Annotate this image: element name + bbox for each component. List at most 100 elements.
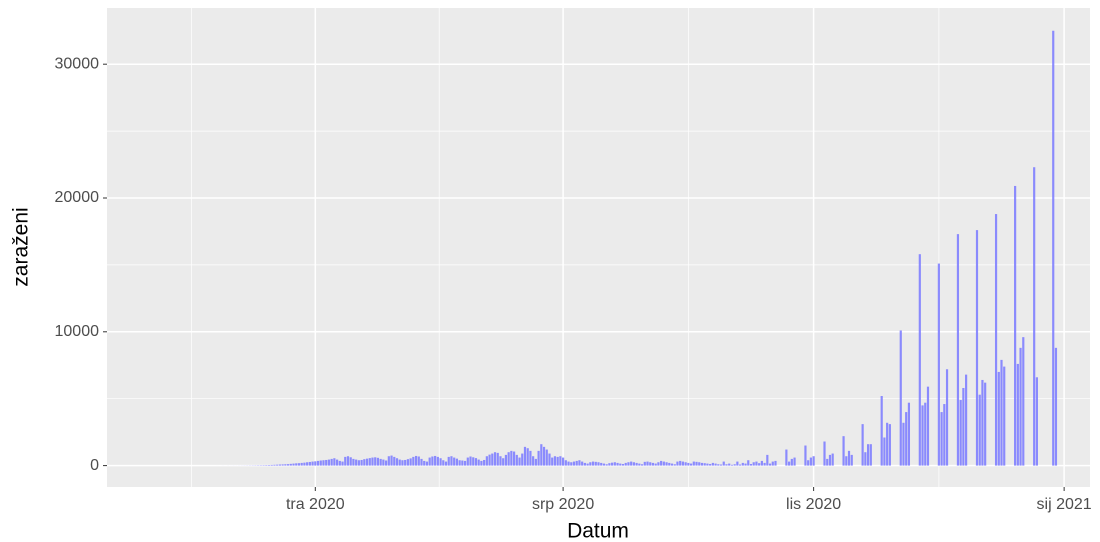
bar [611, 462, 614, 466]
bar [695, 461, 698, 466]
bar [1016, 363, 1019, 466]
bar [553, 456, 557, 466]
bar [722, 461, 725, 466]
bar [270, 464, 273, 466]
bar [809, 457, 812, 466]
bar [496, 452, 499, 466]
bar [1003, 366, 1006, 466]
bar [747, 460, 750, 466]
bar [847, 450, 851, 466]
bar [382, 459, 385, 466]
bar [749, 463, 753, 466]
bar [376, 457, 380, 466]
bar [355, 459, 358, 466]
bar [564, 460, 567, 466]
bar [404, 459, 407, 466]
bar [562, 457, 565, 466]
bar [286, 464, 290, 466]
bar [994, 214, 998, 466]
bars [216, 30, 1058, 466]
y-tick-label: 20000 [55, 189, 100, 206]
bar [540, 444, 543, 466]
bar [709, 463, 712, 466]
bar [469, 456, 472, 466]
bar [788, 461, 791, 466]
bar [575, 460, 578, 466]
bar [907, 402, 911, 466]
bar [962, 387, 965, 466]
bar [613, 462, 616, 466]
bar [886, 422, 889, 466]
bar [477, 459, 480, 466]
bar [374, 457, 377, 466]
bar [706, 463, 709, 466]
bar [1014, 185, 1017, 466]
bar [959, 400, 962, 466]
bar [1054, 347, 1058, 466]
bar [336, 459, 339, 466]
bar [344, 456, 347, 466]
bar [583, 462, 586, 466]
bar [981, 379, 984, 466]
bar [303, 462, 306, 466]
bar [316, 460, 320, 466]
bar [586, 463, 589, 466]
bar [273, 464, 276, 466]
bar [662, 461, 665, 466]
bar [975, 230, 979, 466]
bar [537, 450, 540, 466]
bar [276, 464, 279, 466]
bar [556, 456, 559, 466]
bar [760, 460, 763, 466]
bar [649, 462, 652, 466]
bar [300, 462, 303, 466]
bar [997, 371, 1000, 466]
bar [643, 461, 646, 466]
bar [548, 453, 551, 466]
bar [278, 464, 281, 466]
bar [594, 461, 597, 466]
bar [444, 461, 448, 466]
bar [850, 454, 853, 466]
bar [431, 456, 434, 466]
bar [507, 452, 510, 466]
y-tick-label: 10000 [55, 323, 100, 340]
bar [463, 460, 467, 466]
bar [627, 462, 630, 466]
bar [398, 459, 401, 466]
bar [314, 461, 317, 466]
bar [660, 460, 663, 466]
bar [572, 461, 576, 466]
bar [943, 404, 946, 466]
bar [1000, 359, 1003, 466]
bar [523, 446, 527, 466]
bar [488, 454, 491, 466]
y-axis-title: zaraženi [10, 207, 33, 286]
bar [542, 446, 546, 466]
bar [461, 460, 464, 466]
y-tick-label: 30000 [55, 55, 100, 72]
bar [869, 444, 872, 466]
bar [417, 456, 420, 466]
bar [567, 461, 570, 466]
bar [984, 382, 987, 466]
bar [1035, 377, 1038, 466]
bar [681, 461, 685, 466]
bar [442, 460, 445, 466]
bar [551, 457, 554, 466]
bar [714, 463, 717, 466]
bar [526, 448, 529, 466]
bar [453, 457, 456, 466]
bar [646, 461, 649, 466]
bar [768, 463, 772, 466]
bar [654, 463, 657, 466]
bar [739, 464, 742, 466]
bar [826, 458, 829, 466]
bar [733, 464, 736, 466]
bar [812, 456, 815, 466]
bar [790, 458, 793, 466]
bar [866, 444, 870, 466]
bar [297, 463, 301, 466]
bar [828, 454, 832, 466]
bar [532, 456, 535, 466]
